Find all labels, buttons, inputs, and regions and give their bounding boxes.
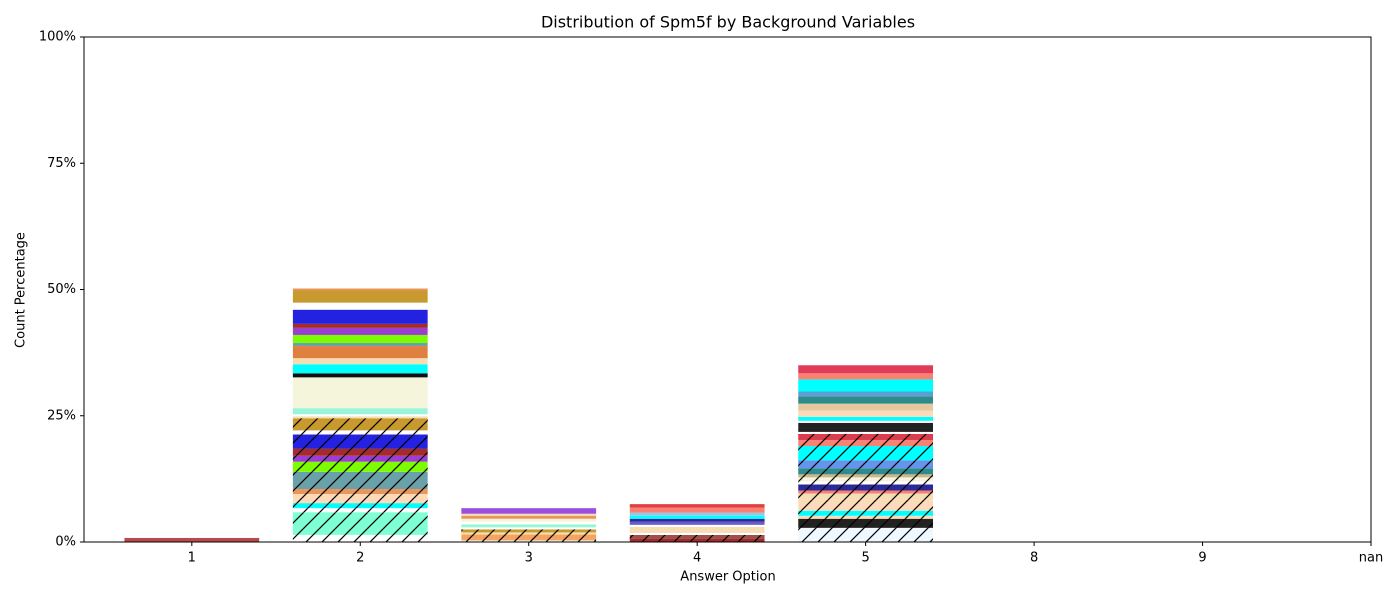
- bar-segment: [798, 365, 934, 374]
- bar-segment: [461, 513, 597, 516]
- hatch: [292, 430, 428, 435]
- hatch: [798, 518, 934, 528]
- hatch: [798, 446, 934, 461]
- hatch: [292, 461, 428, 472]
- hatch: [798, 510, 934, 516]
- bar-segment: [629, 526, 765, 533]
- hatch: [629, 534, 765, 539]
- bar-segment: [292, 302, 428, 310]
- hatch: [292, 503, 428, 509]
- bar-segment: [292, 416, 428, 419]
- y-tick-label: 100%: [39, 30, 76, 45]
- x-tick-label: 9: [1198, 551, 1206, 566]
- bar-segment: [461, 518, 597, 522]
- bar-segment: [629, 507, 765, 513]
- x-tick-label: nan: [1359, 551, 1383, 566]
- bar-segment: [292, 290, 428, 303]
- bar-segment: [461, 508, 597, 514]
- bar-segment: [461, 524, 597, 528]
- bar-segment: [292, 343, 428, 347]
- bar-segment: [629, 521, 765, 525]
- hatch: [292, 455, 428, 462]
- x-tick-label: 3: [525, 551, 533, 566]
- hatch: [798, 499, 934, 511]
- hatch: [461, 534, 597, 541]
- hatch: [292, 494, 428, 504]
- bar-segment: [629, 518, 765, 522]
- hatch: [292, 488, 428, 495]
- hatch: [798, 515, 934, 519]
- x-tick-label: 1: [188, 551, 196, 566]
- hatch: [629, 538, 765, 542]
- hatch: [292, 448, 428, 456]
- hatch: [292, 508, 428, 513]
- bar-segment: [798, 422, 934, 432]
- bar-segment: [629, 512, 765, 516]
- chart-title: Distribution of Spm5f by Background Vari…: [541, 13, 915, 32]
- bar-segment: [798, 410, 934, 417]
- hatch: [292, 512, 428, 535]
- hatch: [461, 532, 597, 535]
- hatch: [292, 418, 428, 431]
- bar-segment: [292, 346, 428, 359]
- x-tick-label: 5: [861, 551, 869, 566]
- x-tick-label: 8: [1030, 551, 1038, 566]
- y-tick-label: 0%: [55, 535, 76, 550]
- x-axis-label: Answer Option: [680, 570, 775, 585]
- bar-segment: [798, 431, 934, 434]
- bar-segment: [292, 327, 428, 335]
- hatch: [798, 474, 934, 478]
- bar-segment: [292, 377, 428, 409]
- bar-segment: [292, 364, 428, 374]
- hatch: [461, 540, 597, 542]
- hatch: [798, 477, 934, 482]
- x-tick-label: 4: [693, 551, 701, 566]
- bar-segment: [292, 334, 428, 344]
- bar-segment: [292, 309, 428, 324]
- bar-segment: [461, 527, 597, 530]
- bar-segment: [629, 524, 765, 527]
- hatch: [798, 468, 934, 475]
- bar-segment: [461, 515, 597, 519]
- bar-segment: [629, 515, 765, 519]
- bar-segment: [292, 414, 428, 417]
- bar-segment: [798, 373, 934, 380]
- bar-segment: [292, 323, 428, 328]
- y-tick-label: 25%: [47, 408, 76, 423]
- bar-segment: [629, 504, 765, 508]
- hatch: [798, 460, 934, 469]
- bar-segment: [292, 288, 428, 291]
- plot-frame: [83, 36, 1372, 543]
- bar-segment: [292, 373, 428, 378]
- hatch: [798, 433, 934, 440]
- bar-segment: [798, 391, 934, 397]
- bar-segment: [461, 521, 597, 525]
- bar-segment: [798, 420, 934, 423]
- hatch: [798, 484, 934, 491]
- y-axis-label: Count Percentage: [14, 232, 29, 348]
- hatch: [798, 481, 934, 485]
- bar-segment: [798, 379, 934, 392]
- hatch: [292, 434, 428, 449]
- bar-segment: [292, 408, 428, 415]
- hatch: [292, 534, 428, 542]
- bar-segment: [629, 532, 765, 535]
- bar-segment: [124, 537, 260, 542]
- hatch: [798, 493, 934, 500]
- bar-segment: [292, 358, 428, 365]
- bar-segment: [798, 403, 934, 411]
- hatch: [798, 527, 934, 542]
- y-tick-label: 75%: [47, 156, 76, 171]
- bar-segment: [798, 416, 934, 421]
- hatch: [798, 439, 934, 447]
- hatch: [292, 471, 428, 489]
- bar-segment: [798, 396, 934, 404]
- hatch: [461, 529, 597, 533]
- hatch: [798, 490, 934, 494]
- y-tick-label: 50%: [47, 282, 76, 297]
- x-tick-label: 2: [356, 551, 364, 566]
